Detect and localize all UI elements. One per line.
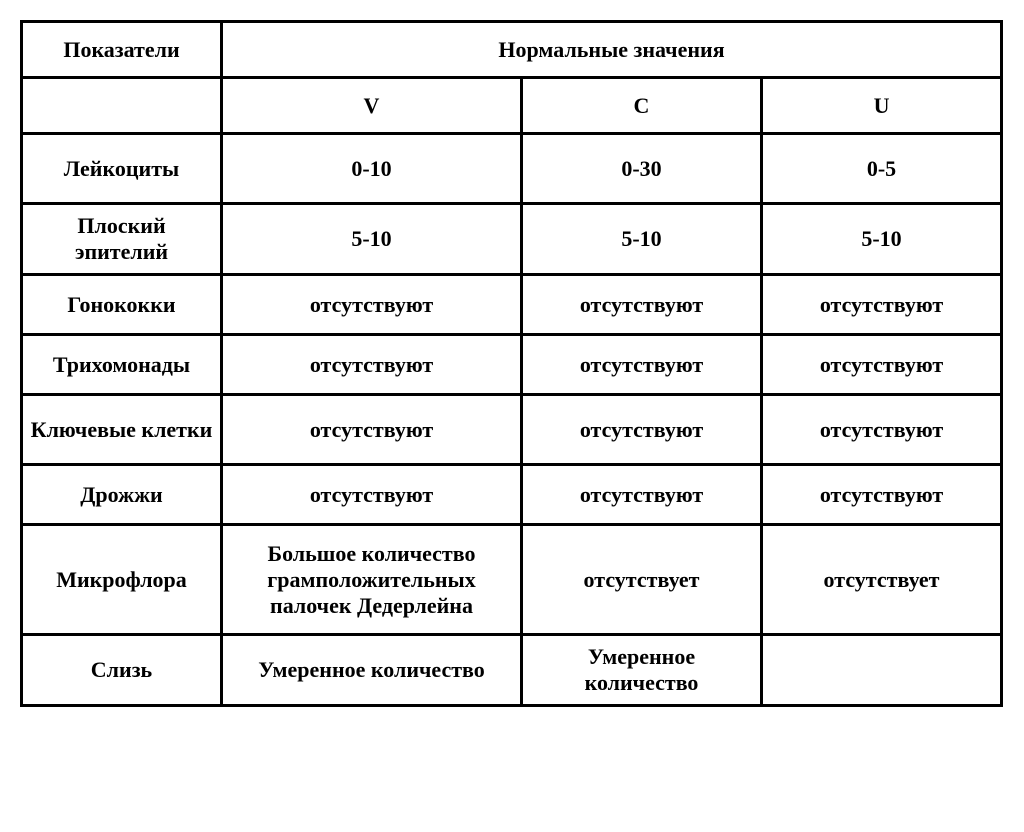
cell-indicator: Плоский эпителий xyxy=(22,204,222,275)
cell-v: отсутствуют xyxy=(222,465,522,525)
cell-v: Умеренное количество xyxy=(222,635,522,706)
cell-indicator: Гонококки xyxy=(22,275,222,335)
cell-u: отсутствует xyxy=(762,525,1002,635)
table-row: Плоский эпителий 5-10 5-10 5-10 xyxy=(22,204,1002,275)
cell-v: Большое количество грамположительных пал… xyxy=(222,525,522,635)
cell-v: 0-10 xyxy=(222,134,522,204)
cell-c: отсутствует xyxy=(522,525,762,635)
normal-values-table: Показатели Нормальные значения V C U Лей… xyxy=(20,20,1003,707)
cell-indicator: Микрофлора xyxy=(22,525,222,635)
cell-c: отсутствуют xyxy=(522,335,762,395)
cell-v: отсутствуют xyxy=(222,335,522,395)
cell-c: отсутствуют xyxy=(522,275,762,335)
table-row: Трихомонады отсутствуют отсутствуют отсу… xyxy=(22,335,1002,395)
subheader-u: U xyxy=(762,78,1002,134)
cell-c: Умеренное количество xyxy=(522,635,762,706)
table-row: Слизь Умеренное количество Умеренное кол… xyxy=(22,635,1002,706)
table-row: Дрожжи отсутствуют отсутствуют отсутству… xyxy=(22,465,1002,525)
cell-indicator: Лейкоциты xyxy=(22,134,222,204)
table-row: Гонококки отсутствуют отсутствуют отсутс… xyxy=(22,275,1002,335)
cell-c: отсутствуют xyxy=(522,465,762,525)
table-subheader-row: V C U xyxy=(22,78,1002,134)
cell-v: 5-10 xyxy=(222,204,522,275)
cell-indicator: Трихомонады xyxy=(22,335,222,395)
cell-u: отсутствуют xyxy=(762,335,1002,395)
table-row: Лейкоциты 0-10 0-30 0-5 xyxy=(22,134,1002,204)
header-indicators: Показатели xyxy=(22,22,222,78)
cell-u: отсутствуют xyxy=(762,275,1002,335)
cell-c: отсутствуют xyxy=(522,395,762,465)
cell-u xyxy=(762,635,1002,706)
cell-v: отсутствуют xyxy=(222,395,522,465)
cell-u: отсутствуют xyxy=(762,465,1002,525)
cell-v: отсутствуют xyxy=(222,275,522,335)
header-normal-values: Нормальные значения xyxy=(222,22,1002,78)
subheader-indicator xyxy=(22,78,222,134)
cell-indicator: Дрожжи xyxy=(22,465,222,525)
cell-u: 0-5 xyxy=(762,134,1002,204)
cell-u: отсутствуют xyxy=(762,395,1002,465)
cell-u: 5-10 xyxy=(762,204,1002,275)
cell-indicator: Ключевые клетки xyxy=(22,395,222,465)
cell-c: 5-10 xyxy=(522,204,762,275)
table-row: Ключевые клетки отсутствуют отсутствуют … xyxy=(22,395,1002,465)
table-row: Микрофлора Большое количество грамположи… xyxy=(22,525,1002,635)
subheader-v: V xyxy=(222,78,522,134)
table-header-row: Показатели Нормальные значения xyxy=(22,22,1002,78)
cell-indicator: Слизь xyxy=(22,635,222,706)
subheader-c: C xyxy=(522,78,762,134)
cell-c: 0-30 xyxy=(522,134,762,204)
